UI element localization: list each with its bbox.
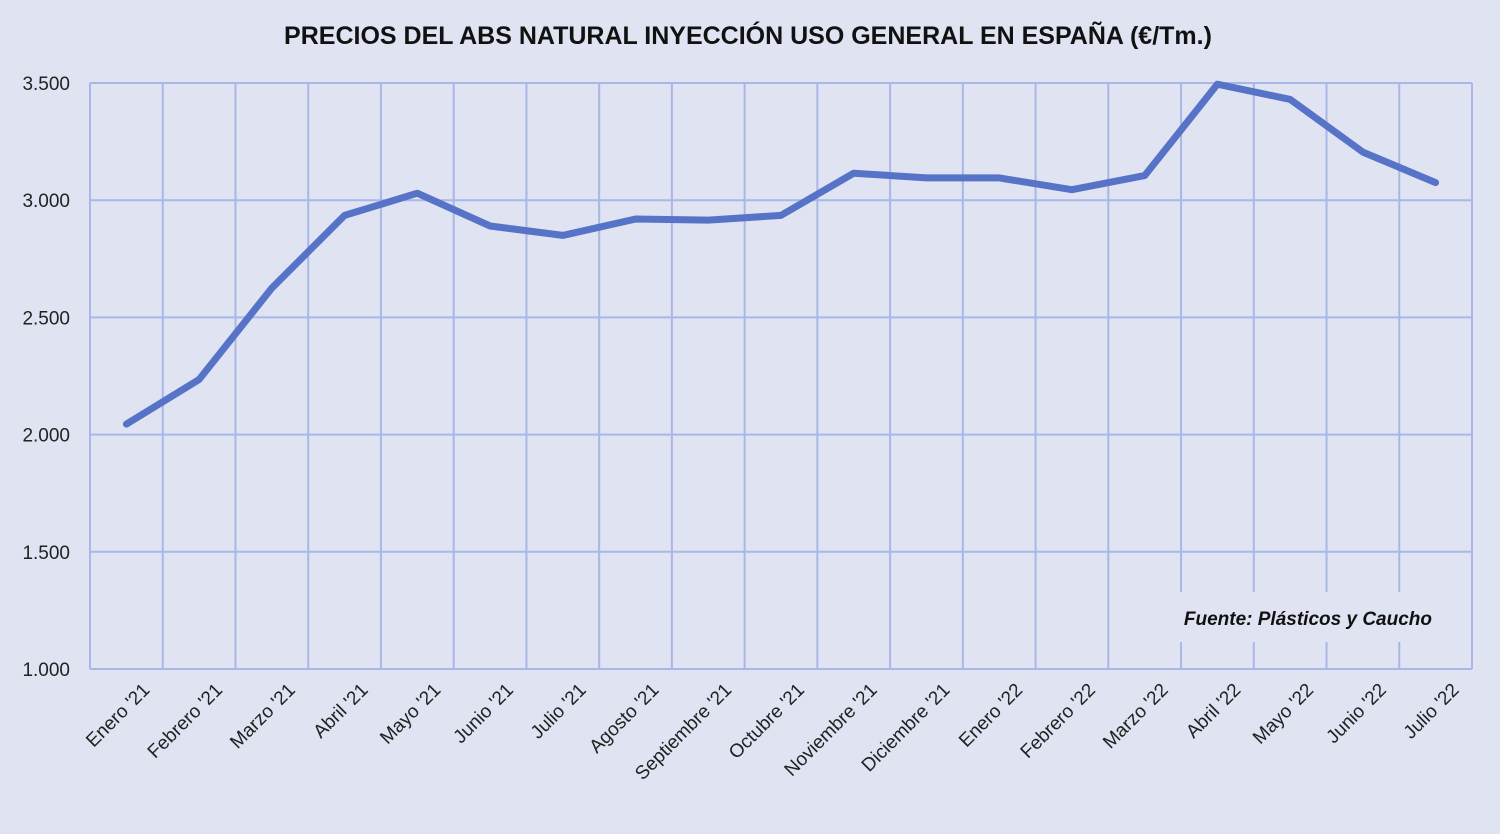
x-tick-label: Marzo '21 [226, 680, 299, 753]
x-tick-label: Abril '21 [310, 680, 373, 743]
horizontal-gridlines [90, 82, 1472, 670]
y-tick-label: 1.500 [22, 543, 70, 564]
x-tick-label: Julio '22 [1400, 680, 1464, 744]
x-tick-label: Febrero '21 [144, 680, 227, 763]
vertical-gridlines [89, 83, 1473, 669]
x-tick-label: Agosto '21 [586, 680, 664, 758]
x-tick-label: Julio '21 [527, 680, 591, 744]
x-tick-label: Mayo '22 [1249, 680, 1318, 749]
source-annotation: Fuente: Plásticos y Caucho [1184, 609, 1432, 630]
x-tick-label: Enero '21 [82, 680, 154, 752]
x-tick-label: Junio '22 [1323, 680, 1391, 748]
x-tick-label: Junio '21 [450, 680, 518, 748]
y-tick-label: 2.500 [22, 308, 70, 329]
annotation-background [1175, 592, 1445, 642]
y-axis-tick-labels: 1.000 1.500 2.000 2.500 3.000 3.500 [22, 74, 70, 681]
x-tick-label: Abril '22 [1182, 680, 1245, 743]
x-tick-label: Febrero '22 [1017, 680, 1100, 763]
price-series-line [122, 80, 1440, 428]
y-tick-label: 2.000 [22, 426, 70, 447]
x-tick-label: Mayo '21 [376, 680, 445, 749]
chart-title: PRECIOS DEL ABS NATURAL INYECCIÓN USO GE… [284, 20, 1212, 50]
x-tick-label: Enero '22 [955, 680, 1027, 752]
x-tick-label: Marzo '22 [1099, 680, 1172, 753]
y-tick-label: 3.000 [22, 191, 70, 212]
y-tick-label: 1.000 [22, 660, 70, 681]
y-tick-label: 3.500 [22, 74, 70, 95]
